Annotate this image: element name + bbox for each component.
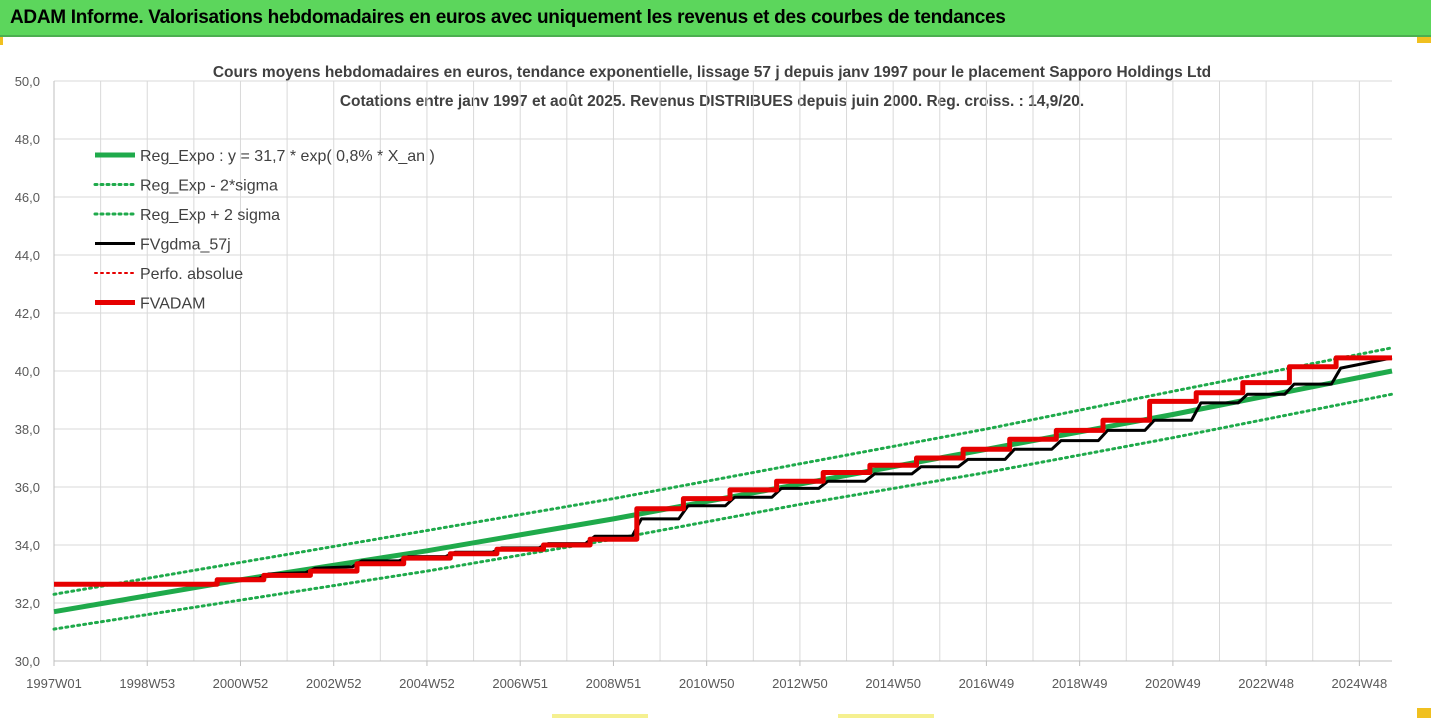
report-title: ADAM Informe. Valorisations hebdomadaire… bbox=[10, 7, 1006, 28]
legend-label: FVADAM bbox=[140, 296, 205, 313]
y-tick-label: 32,0 bbox=[15, 596, 40, 611]
series-line-1 bbox=[52, 392, 1394, 631]
y-tick-label: 44,0 bbox=[15, 248, 40, 263]
legend: Reg_Expo : y = 31,7 * exp( 0,8% * X_an )… bbox=[93, 148, 435, 313]
y-tick-label: 40,0 bbox=[15, 364, 40, 379]
report-banner: ADAM Informe. Valorisations hebdomadaire… bbox=[0, 0, 1431, 37]
x-tick-label: 2016W49 bbox=[959, 676, 1015, 691]
series-line-3 bbox=[54, 356, 1393, 586]
legend-label: Reg_Expo : y = 31,7 * exp( 0,8% * X_an ) bbox=[140, 148, 435, 165]
x-tick-label: 2014W50 bbox=[865, 676, 921, 691]
x-tick-label: 2018W49 bbox=[1052, 676, 1108, 691]
line-chart: Cours moyens hebdomadaires en euros, ten… bbox=[15, 64, 1394, 691]
grid bbox=[53, 80, 1392, 662]
y-tick-label: 48,0 bbox=[15, 132, 40, 147]
y-tick-label: 30,0 bbox=[15, 654, 40, 669]
y-tick-label: 34,0 bbox=[15, 538, 40, 553]
x-tick-label: 2004W52 bbox=[399, 676, 455, 691]
x-tick-label: 2020W49 bbox=[1145, 676, 1201, 691]
series-line-2 bbox=[52, 346, 1394, 596]
chart-title: Cours moyens hebdomadaires en euros, ten… bbox=[213, 64, 1211, 81]
x-tick-label: 2012W50 bbox=[772, 676, 828, 691]
legend-label: FVgdma_57j bbox=[140, 237, 231, 254]
x-tick-label: 2006W51 bbox=[492, 676, 548, 691]
bottom-handle-left bbox=[552, 714, 648, 718]
x-tick-label: 2000W52 bbox=[213, 676, 269, 691]
series-layer bbox=[52, 346, 1394, 631]
x-tick-label: 2024W48 bbox=[1332, 676, 1388, 691]
legend-label: Reg_Exp - 2*sigma bbox=[140, 178, 278, 195]
bottom-handle-right bbox=[838, 714, 934, 718]
series-line-0 bbox=[53, 368, 1393, 615]
x-tick-label: 2002W52 bbox=[306, 676, 362, 691]
y-tick-label: 50,0 bbox=[15, 74, 40, 89]
chart-subtitle: Cotations entre janv 1997 et août 2025. … bbox=[340, 93, 1084, 110]
x-tick-label: 2010W50 bbox=[679, 676, 735, 691]
y-tick-label: 46,0 bbox=[15, 190, 40, 205]
y-tick-label: 42,0 bbox=[15, 306, 40, 321]
chart-area: Cours moyens hebdomadaires en euros, ten… bbox=[0, 37, 1431, 718]
banner-corner-right bbox=[1417, 37, 1431, 43]
bottom-corner-right bbox=[1417, 708, 1431, 718]
x-tick-label: 1998W53 bbox=[119, 676, 175, 691]
series-line-4 bbox=[54, 355, 1392, 587]
x-tick-label: 2008W51 bbox=[586, 676, 642, 691]
x-tick-label: 2022W48 bbox=[1238, 676, 1294, 691]
y-tick-label: 36,0 bbox=[15, 480, 40, 495]
y-tick-label: 38,0 bbox=[15, 422, 40, 437]
banner-corner-left bbox=[0, 37, 3, 45]
axes: 30,0 32,0 34,0 36,0 38,0 40,0 42,0 44,0 46,0 48,0… bbox=[15, 74, 1392, 691]
x-tick-label: 1997W01 bbox=[26, 676, 82, 691]
legend-label: Perfo. absolue bbox=[140, 266, 243, 283]
legend-label: Reg_Exp + 2 sigma bbox=[140, 207, 280, 224]
